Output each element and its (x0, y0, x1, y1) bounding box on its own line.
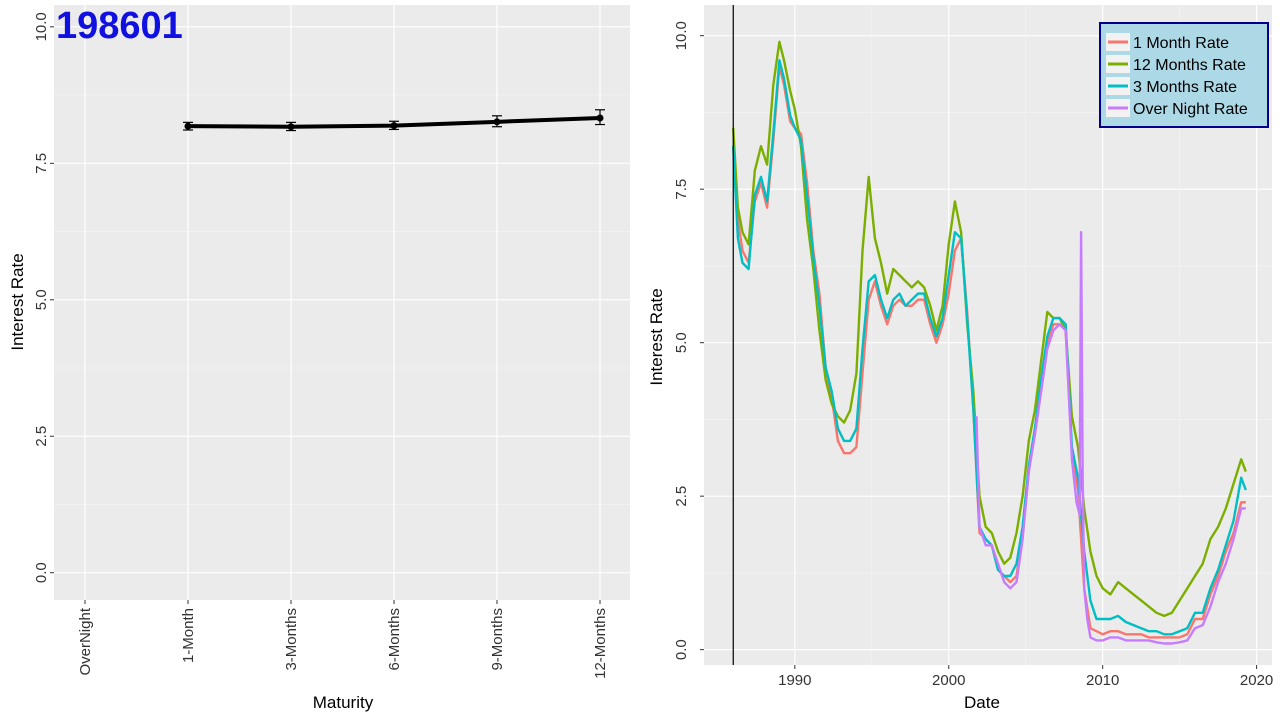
rate-history-y-ticks: 0.0 2.5 5.0 7.5 10.0 (673, 21, 704, 660)
rate-history-x-tick-label: 2000 (932, 672, 965, 689)
rate-history-x-ticks: 1990 2000 2010 2020 (778, 665, 1273, 689)
yield-curve-point (596, 114, 604, 122)
legend-label: Over Night Rate (1133, 101, 1248, 118)
legend-label: 12 Months Rate (1133, 57, 1246, 74)
yield-curve-x-tick-label: 1-Month (180, 608, 197, 663)
yield-curve-y-tick-label: 10.0 (33, 12, 50, 41)
rate-history-y-tick-label: 10.0 (673, 21, 690, 50)
period-label: 198601 (56, 5, 183, 47)
yield-curve-plot-area (54, 5, 630, 600)
legend-label: 1 Month Rate (1133, 35, 1229, 52)
legend-label: 3 Months Rate (1133, 79, 1237, 96)
rate-series-line (732, 40, 1247, 618)
yield-curve-x-tick-label: 6-Months (386, 608, 403, 671)
rate-history-x-axis-title: Date (964, 693, 1000, 712)
rate-series-line (975, 230, 1246, 645)
rate-history-x-tick-label: 2010 (1086, 672, 1119, 689)
yield-curve-point (493, 118, 501, 126)
rate-history-y-tick-label: 5.0 (673, 332, 690, 353)
rate-history-x-tick-label: 1990 (778, 672, 811, 689)
rate-history-y-tick-label: 2.5 (673, 486, 690, 507)
yield-curve-y-tick-label: 5.0 (33, 289, 50, 310)
rate-history-marks (732, 5, 1247, 665)
rate-history-y-axis-title: Interest Rate (647, 288, 666, 385)
yield-curve-x-tick-label: 9-Months (489, 608, 506, 671)
yield-curve-x-tick-label: 12-Months (592, 608, 609, 679)
yield-curve-point (287, 123, 295, 131)
rate-history-y-tick-label: 7.5 (673, 179, 690, 200)
yield-curve-marks (183, 109, 605, 132)
rate-history-x-tick-label: 2020 (1240, 672, 1273, 689)
yield-curve-point (390, 122, 398, 130)
yield-curve-panel: 0.0 2.5 5.0 7.5 10.0 OverNight 1-Month 3-Month… (8, 5, 630, 712)
rate-history-panel: 0.0 2.5 5.0 7.5 10.0 1990 2000 2010 2020 Date I… (647, 5, 1273, 712)
rate-history-legend: 1 Month Rate 12 Months Rate 3 Months Rate O… (1099, 22, 1269, 128)
yield-curve-y-ticks: 0.0 2.5 5.0 7.5 10.0 (33, 12, 54, 583)
yield-curve-point (184, 122, 192, 130)
yield-curve-x-ticks: OverNight 1-Month 3-Months 6-Months 9-Months… (77, 600, 609, 679)
yield-curve-y-tick-label: 7.5 (33, 153, 50, 174)
yield-curve-y-axis-title: Interest Rate (8, 253, 27, 350)
yield-curve-x-tick-label: 3-Months (283, 608, 300, 671)
yield-curve-x-axis-title: Maturity (313, 693, 374, 712)
yield-curve-y-tick-label: 2.5 (33, 426, 50, 447)
rate-history-y-tick-label: 0.0 (673, 639, 690, 660)
rate-series-line (732, 59, 1247, 636)
legend-items: 1 Month Rate 12 Months Rate 3 Months Rate O… (1106, 33, 1248, 118)
yield-curve-grid (54, 5, 630, 600)
yield-curve-x-tick-label: OverNight (77, 607, 94, 675)
yield-curve-y-tick-label: 0.0 (33, 562, 50, 583)
